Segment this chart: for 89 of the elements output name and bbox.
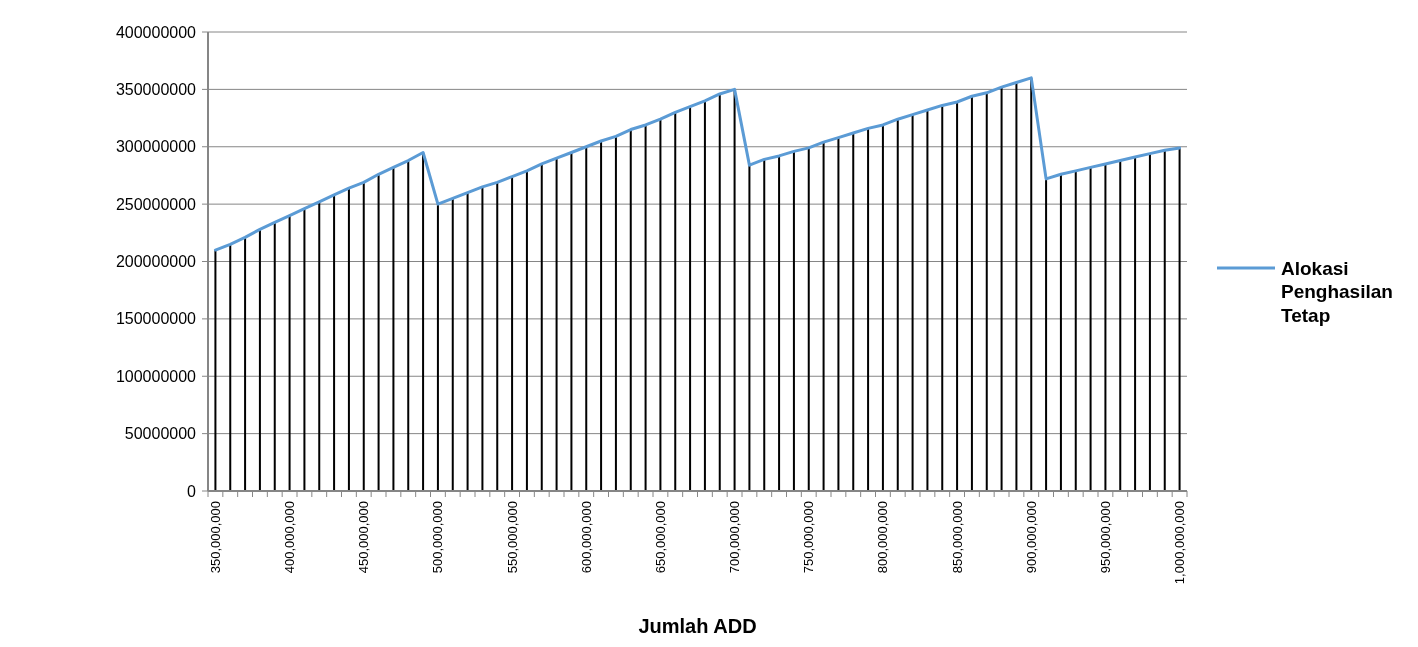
bar: [911, 114, 914, 491]
x-tick-label: 900,000,000: [1023, 501, 1039, 574]
bar: [807, 147, 810, 491]
bar: [214, 250, 217, 491]
y-tick-label: 100000000: [115, 367, 197, 385]
x-tick-label: 500,000,000: [430, 501, 446, 574]
bar: [318, 201, 321, 491]
bar: [1178, 147, 1181, 491]
x-tick-label: 850,000,000: [949, 501, 965, 574]
bar: [1000, 87, 1003, 491]
bar: [362, 182, 365, 491]
bar: [1134, 157, 1137, 491]
y-tick-label: 200000000: [115, 253, 197, 271]
bar: [822, 142, 825, 491]
legend-label: Alokasi Penghasilan Tetap: [1281, 257, 1393, 327]
x-tick-label: 800,000,000: [875, 501, 891, 574]
bar: [392, 167, 395, 491]
bar: [614, 136, 617, 491]
y-tick-label: 300000000: [115, 138, 197, 156]
bar: [941, 105, 944, 491]
bar: [1104, 163, 1107, 491]
bar: [718, 93, 721, 491]
bar: [555, 158, 558, 491]
bar: [629, 129, 632, 491]
bar: [689, 106, 692, 491]
x-tick-label: 450,000,000: [356, 501, 372, 574]
y-tick-label: 0: [187, 482, 197, 500]
bar: [956, 102, 959, 491]
bar: [466, 192, 469, 491]
bar: [926, 110, 929, 491]
x-tick-label: 1,000,000,000: [1172, 501, 1188, 585]
bar: [229, 244, 232, 491]
bar: [659, 119, 662, 491]
x-tick-label: 950,000,000: [1097, 501, 1113, 574]
bar: [644, 124, 647, 491]
bar: [377, 174, 380, 491]
bar: [763, 159, 766, 491]
bar: [347, 188, 350, 491]
x-axis-title: Jumlah ADD: [638, 615, 757, 637]
bar: [540, 163, 543, 491]
bar: [881, 124, 884, 491]
bar: [1074, 170, 1077, 491]
x-tick-label: 750,000,000: [801, 501, 817, 574]
x-tick-label: 650,000,000: [652, 501, 668, 574]
bar: [570, 152, 573, 491]
bar: [407, 160, 410, 491]
bar: [674, 112, 677, 491]
x-tick-label: 600,000,000: [578, 501, 594, 574]
bar: [792, 151, 795, 491]
y-tick-label: 400000000: [115, 23, 197, 41]
y-tick-label: 350000000: [115, 80, 197, 98]
line-series: [213, 76, 1182, 252]
bar: [1059, 174, 1062, 491]
bar: [778, 155, 781, 491]
bar: [1015, 82, 1018, 491]
bar: [273, 222, 276, 491]
y-tick-label: 150000000: [115, 310, 197, 328]
bar: [1163, 150, 1166, 491]
bar: [511, 176, 514, 491]
bar: [837, 137, 840, 491]
bar: [867, 128, 870, 491]
bar: [703, 100, 706, 491]
bar: [451, 198, 454, 491]
x-tick-label: 400,000,000: [282, 501, 298, 574]
bar: [333, 194, 336, 491]
bar: [525, 170, 528, 491]
y-tick-label: 50000000: [124, 425, 197, 443]
bar: [1045, 178, 1048, 491]
bar: [1089, 167, 1092, 491]
bar: [1119, 160, 1122, 491]
x-tick-label: 350,000,000: [207, 501, 223, 574]
bar: [288, 215, 291, 491]
x-tick-label: 550,000,000: [504, 501, 520, 574]
bar: [748, 165, 751, 491]
bar: [303, 208, 306, 491]
bar: [852, 132, 855, 491]
bar: [896, 119, 899, 491]
y-tick-label: 250000000: [115, 195, 197, 213]
bar: [258, 229, 261, 491]
x-tick-label: 700,000,000: [727, 501, 743, 574]
bar: [585, 146, 588, 491]
bar: [970, 96, 973, 491]
bar: [496, 182, 499, 491]
bar: [985, 92, 988, 491]
bar: [244, 237, 247, 491]
bar: [1148, 153, 1151, 491]
bar: [600, 141, 603, 491]
bar: [481, 186, 484, 491]
bar: [436, 204, 439, 491]
